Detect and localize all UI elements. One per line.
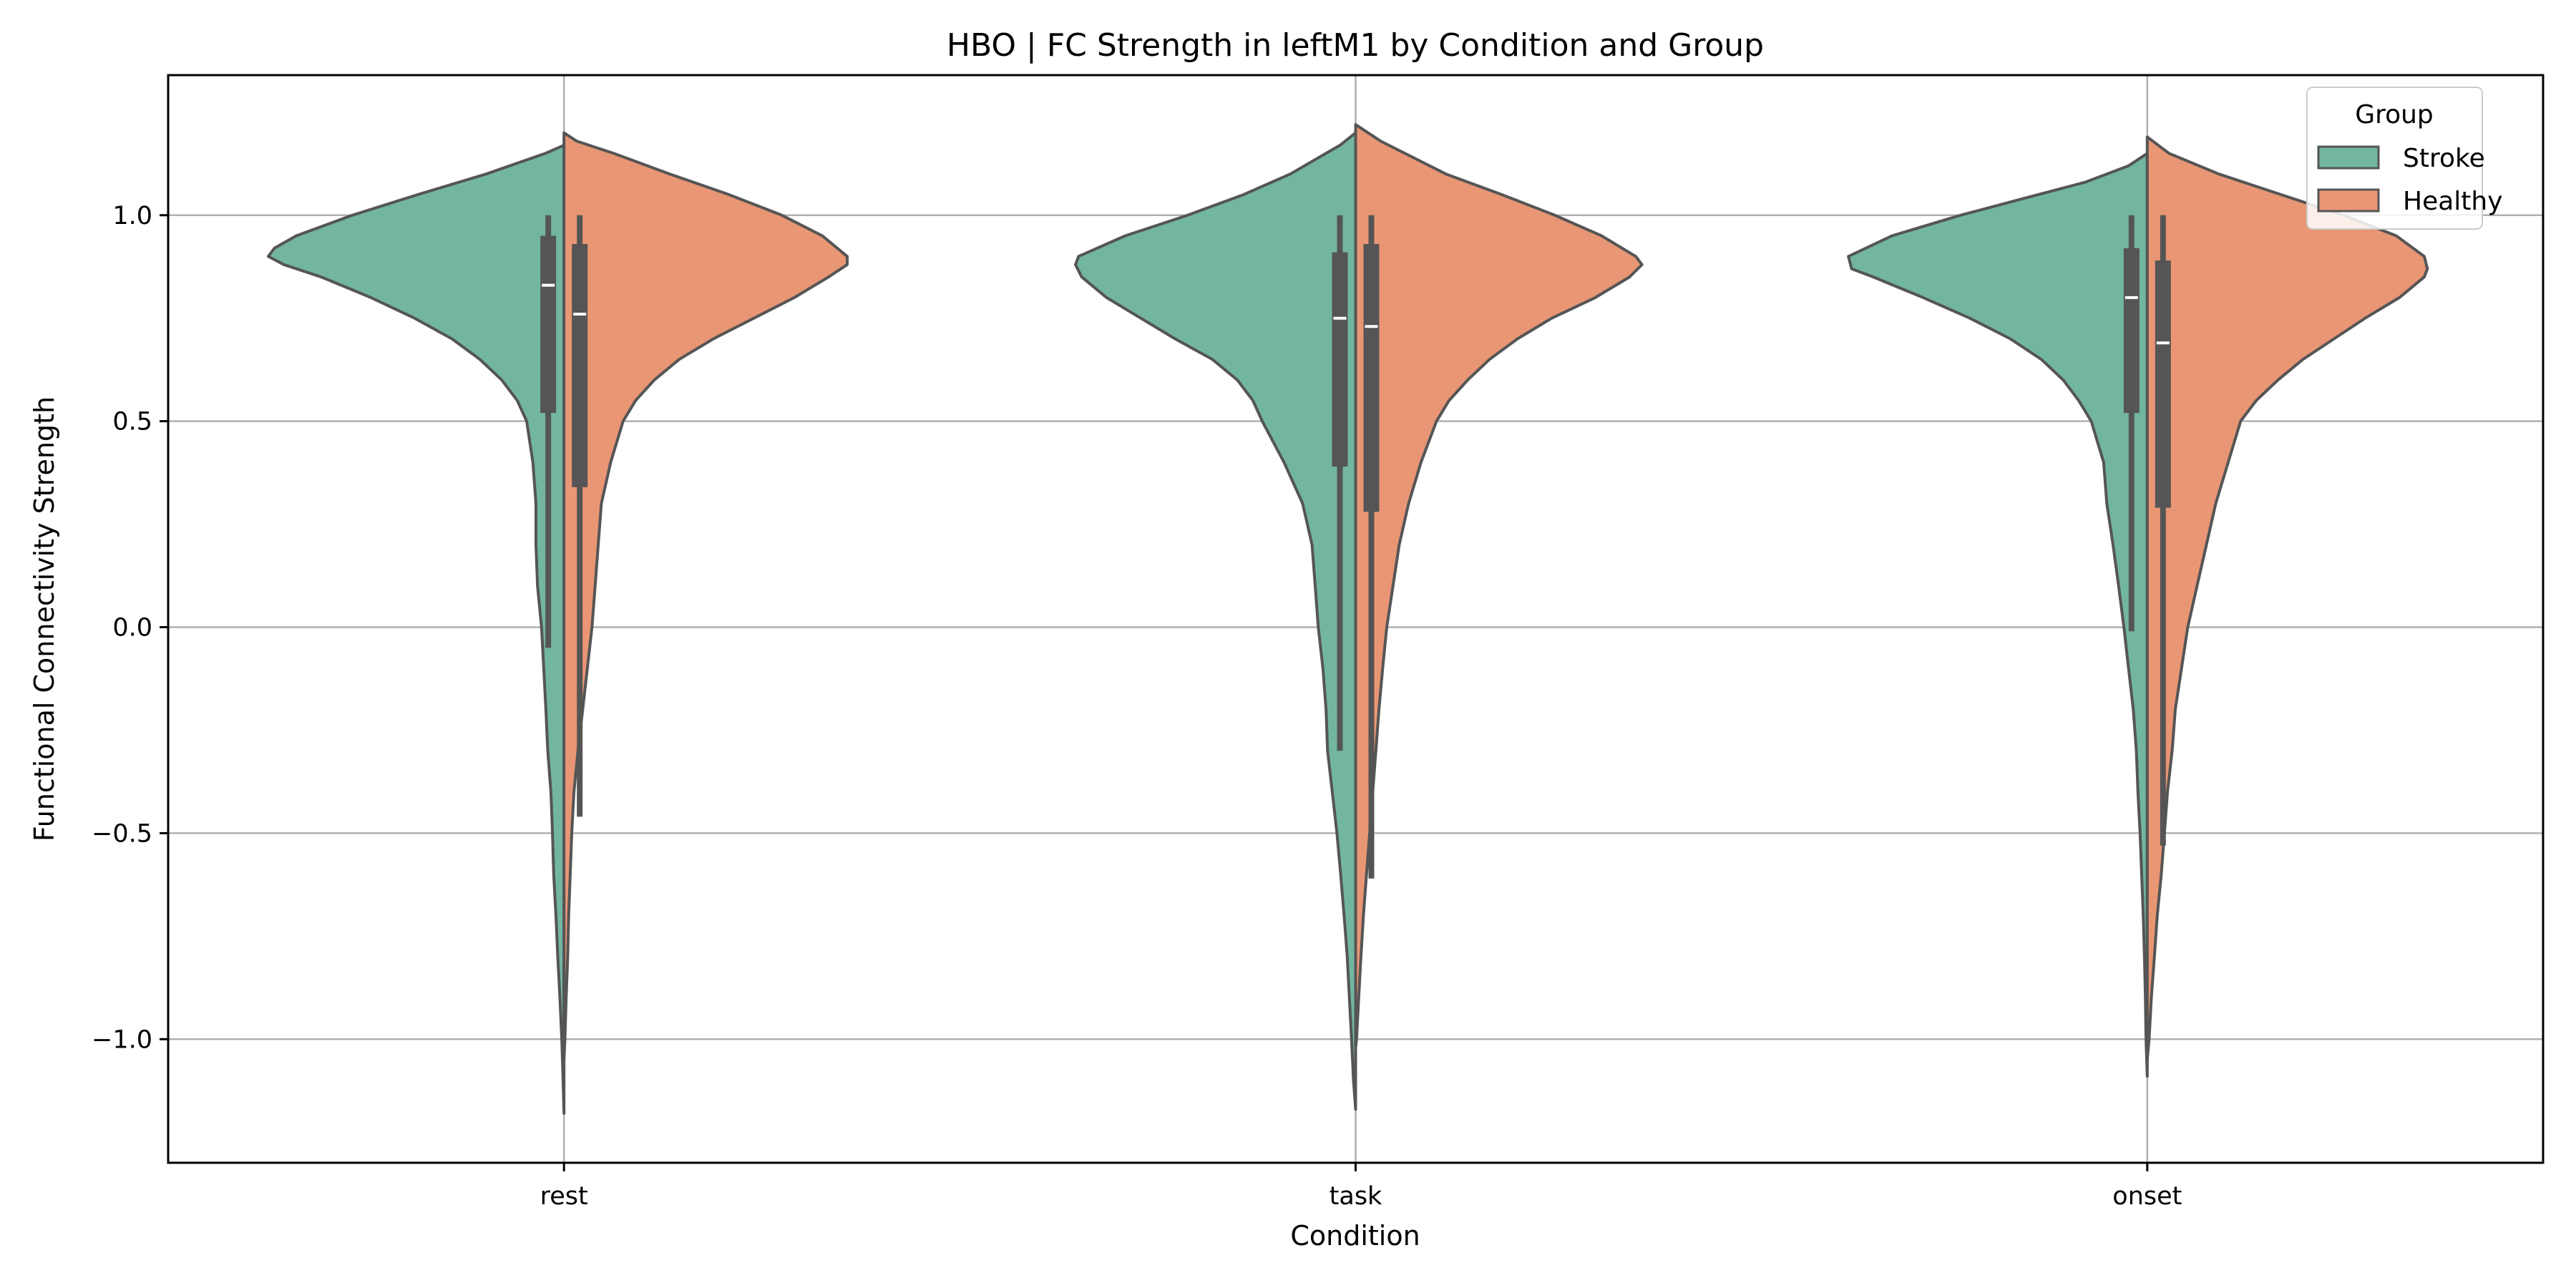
violin-stroke-task (1074, 131, 1357, 1111)
y-tick-label-3: −0.5 (92, 819, 152, 848)
legend-label-stroke: Stroke (2403, 144, 2485, 173)
y-tick-label-4: −1.0 (92, 1025, 152, 1054)
chart-title: HBO | FC Strength in leftM1 by Condition… (947, 27, 1764, 64)
iqr-box-healthy-onset (2155, 260, 2171, 508)
x-axis-label: Condition (1290, 1220, 1420, 1252)
legend: Group Stroke Healthy (2306, 87, 2503, 230)
x-tick-label-task: task (1330, 1182, 1382, 1211)
violin-healthy-rest (562, 131, 849, 1062)
x-axis-ticks: rest task onset (540, 1163, 2182, 1211)
iqr-box-stroke-rest (540, 235, 557, 414)
y-axis-label: Functional Connectivity Strength (29, 396, 60, 841)
iqr-box-stroke-task (1332, 252, 1348, 467)
y-tick-label-0: 1.0 (112, 202, 152, 230)
violin-healthy-task (1354, 123, 1644, 1049)
violins (266, 123, 2429, 1115)
iqr-box-healthy-task (1363, 244, 1380, 512)
violin-stroke-onset (1847, 152, 2149, 1078)
x-tick-label-onset: onset (2112, 1182, 2182, 1211)
violin-stroke-rest (266, 143, 566, 1115)
legend-label-healthy: Healthy (2403, 187, 2503, 216)
legend-title: Group (2355, 100, 2434, 130)
y-axis-ticks: 1.0 0.5 0.0 −0.5 −1.0 (92, 202, 168, 1054)
legend-swatch-stroke (2317, 145, 2380, 170)
iqr-box-healthy-rest (572, 244, 588, 487)
x-tick-label-rest: rest (540, 1182, 588, 1211)
legend-swatch-healthy (2317, 188, 2380, 213)
iqr-box-stroke-onset (2123, 248, 2140, 414)
box-plots (540, 215, 2171, 879)
y-tick-label-1: 0.5 (112, 408, 152, 436)
y-tick-label-2: 0.0 (112, 614, 152, 643)
